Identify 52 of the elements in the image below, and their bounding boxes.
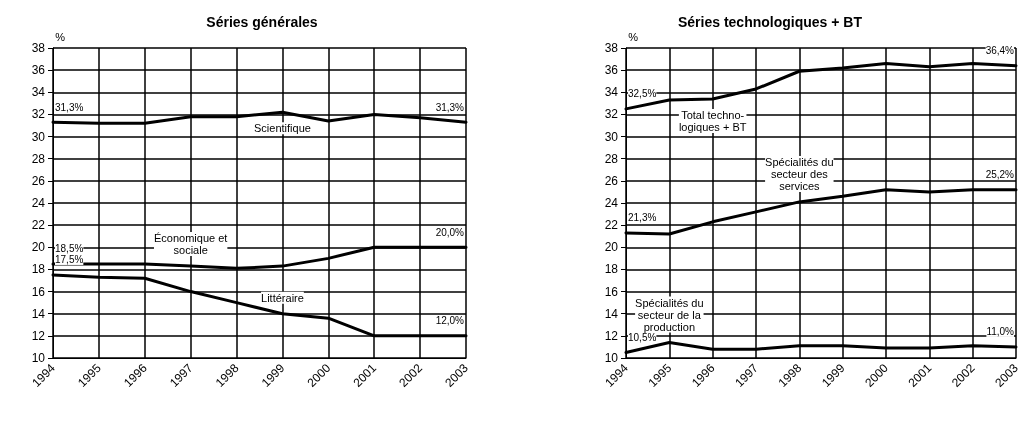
y-tick-label: 18 bbox=[604, 262, 619, 277]
y-tick-label: 34 bbox=[604, 85, 619, 100]
series-label: Total techno- logiques + BT bbox=[678, 108, 747, 133]
y-tick-label: 34 bbox=[31, 85, 46, 100]
data-label: 32,5% bbox=[628, 88, 657, 100]
y-tick-label: 16 bbox=[604, 284, 619, 299]
y-tick-label: 14 bbox=[604, 306, 619, 321]
y-tick-label: 30 bbox=[31, 129, 46, 144]
y-tick-label: 26 bbox=[31, 173, 46, 188]
y-tick-label: 36 bbox=[604, 63, 619, 78]
y-tick-label: 12 bbox=[31, 328, 46, 343]
y-tick-label: 22 bbox=[604, 218, 619, 233]
y-tick-label: 32 bbox=[31, 107, 46, 122]
y-axis-title: % bbox=[628, 30, 639, 43]
data-label: 31,3% bbox=[435, 101, 465, 113]
data-label: 17,5% bbox=[55, 254, 84, 266]
series-label: Spécialités du secteur des services bbox=[765, 155, 834, 192]
y-tick-label: 10 bbox=[31, 351, 46, 365]
y-tick-label: 24 bbox=[604, 196, 619, 210]
data-label: 36,4% bbox=[985, 45, 1015, 57]
y-tick-label: 20 bbox=[604, 240, 619, 255]
y-tick-label: 20 bbox=[31, 240, 46, 255]
data-label: 12,0% bbox=[435, 315, 465, 327]
y-tick-label: 30 bbox=[604, 129, 619, 144]
y-tick-label: 26 bbox=[604, 173, 619, 188]
data-label: 31,3% bbox=[55, 101, 84, 113]
y-tick-label: 18 bbox=[31, 262, 46, 277]
y-tick-label: 12 bbox=[604, 328, 619, 343]
y-tick-label: 14 bbox=[31, 306, 46, 321]
y-tick-label: 36 bbox=[31, 63, 46, 78]
series-label: Spécialités du secteur de la production bbox=[635, 296, 704, 333]
series-label: Littéraire bbox=[261, 291, 304, 304]
data-label: 18,5% bbox=[55, 243, 84, 255]
data-label: 25,2% bbox=[985, 169, 1015, 181]
data-label: 10,5% bbox=[628, 331, 657, 343]
y-axis-title: % bbox=[55, 30, 66, 43]
data-label: 21,3% bbox=[628, 212, 657, 224]
series-label: Scientifique bbox=[254, 122, 311, 135]
chart-title: Séries générales bbox=[206, 14, 318, 30]
chart-title: Séries technologiques + BT bbox=[678, 14, 863, 30]
y-tick-label: 38 bbox=[31, 41, 46, 55]
y-tick-label: 22 bbox=[31, 218, 46, 233]
y-tick-label: 16 bbox=[31, 284, 46, 299]
data-label: 20,0% bbox=[435, 226, 465, 238]
y-tick-label: 38 bbox=[604, 41, 619, 55]
series-label: Économique et sociale bbox=[153, 232, 228, 257]
y-tick-label: 28 bbox=[31, 151, 46, 166]
y-tick-label: 32 bbox=[604, 107, 619, 122]
data-label: 11,0% bbox=[986, 326, 1015, 338]
y-tick-label: 24 bbox=[31, 196, 46, 210]
y-tick-label: 28 bbox=[604, 151, 619, 166]
y-tick-label: 10 bbox=[604, 351, 619, 365]
